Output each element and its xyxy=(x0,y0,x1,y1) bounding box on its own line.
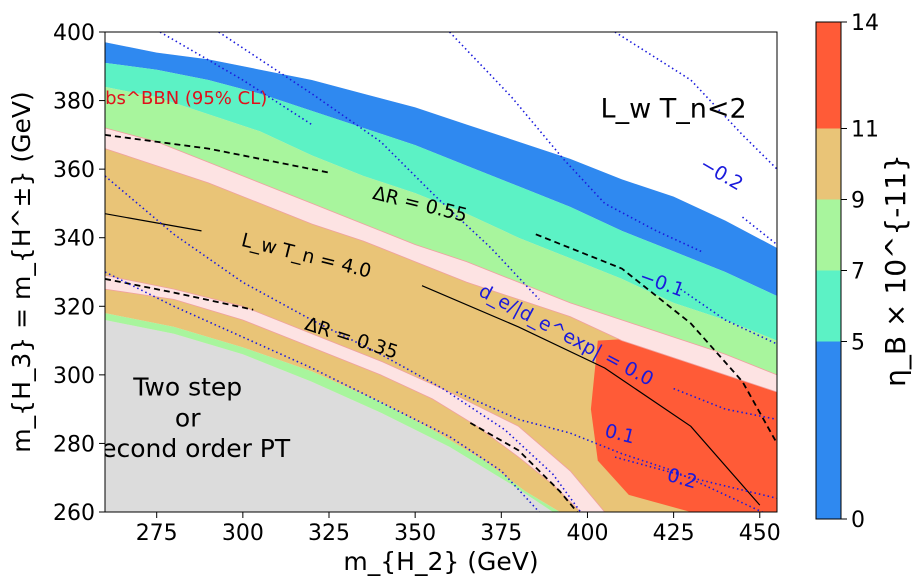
contour-delta-R-0.35 xyxy=(105,278,254,311)
lwtn-region-label: L_w T_n<2 xyxy=(601,94,747,125)
contour-de-line-h xyxy=(680,288,777,345)
contour-de-line-e xyxy=(449,32,702,253)
second-order-label: Second order PT xyxy=(85,434,291,463)
y-tick-label: 260 xyxy=(53,501,95,526)
contour-de-line-a xyxy=(218,32,540,300)
colorbar-tick-label: 0 xyxy=(851,508,865,533)
region-eta-7-9 xyxy=(105,86,777,375)
contour-de-line-c xyxy=(105,175,582,512)
contour-delta-R-0.55-right xyxy=(535,233,777,444)
y-axis-label: m_{H_3} = m_{H^±} (GeV) xyxy=(7,91,36,452)
region-eta-9-11-lower xyxy=(105,289,581,512)
bbn-label: η_obs^BBN (95% CL) xyxy=(74,88,268,109)
colorbar-tick-label: 14 xyxy=(851,11,879,36)
y-tick-label: 280 xyxy=(53,432,95,457)
colorbar-segment xyxy=(816,128,841,200)
y-tick-label: 340 xyxy=(53,227,95,252)
or-label: or xyxy=(175,403,201,432)
colorbar-tick-label: 11 xyxy=(851,118,879,143)
colorbar-segment xyxy=(816,341,841,519)
colorbar-tick-label: 7 xyxy=(851,260,865,285)
x-tick-label: 400 xyxy=(566,521,608,546)
plot-area: η_obs^BBN (95% CL) L_w T_n<2ΔR = 0.55L_w … xyxy=(74,32,777,512)
y-tick-label: 400 xyxy=(53,21,95,46)
y-tick-label: 360 xyxy=(53,158,95,183)
bbn-band-upper xyxy=(105,127,777,393)
x-tick-label: 375 xyxy=(480,521,522,546)
colorbar-label: η_B × 10^{-11} xyxy=(879,154,912,387)
contour-de-line-g xyxy=(742,216,777,246)
contour-LwTn-4.0 xyxy=(105,213,202,232)
contour-delta-R-0.35-right xyxy=(469,422,578,512)
y-tick-label: 300 xyxy=(53,364,95,389)
two-step-label: Two step xyxy=(132,372,242,401)
x-axis-label: m_{H_2} (GeV) xyxy=(343,547,538,576)
contour-de-line-d xyxy=(105,271,540,512)
region-eta-0-5 xyxy=(105,42,777,296)
x-tick-label: 350 xyxy=(394,521,436,546)
region-eta-5-7 xyxy=(105,62,777,341)
region-eta-11-14 xyxy=(590,337,777,512)
x-tick-label: 275 xyxy=(136,521,178,546)
x-tick-label: 425 xyxy=(653,521,695,546)
x-tick-label: 450 xyxy=(739,521,781,546)
colorbar-segment xyxy=(816,270,841,342)
contour-de-line-b xyxy=(159,32,313,126)
colorbar-tick-label: 5 xyxy=(851,331,865,356)
contour-de-line-j xyxy=(673,387,777,421)
colorbar-segment xyxy=(816,199,841,271)
x-tick-label: 325 xyxy=(308,521,350,546)
colorbar-tick-label: 9 xyxy=(851,189,865,214)
y-tick-label: 320 xyxy=(53,295,95,320)
x-tick-label: 300 xyxy=(222,521,264,546)
y-tick-label: 380 xyxy=(53,90,95,115)
contour-de-line-i xyxy=(456,391,765,512)
contour-de-line-f xyxy=(614,32,777,170)
colorbar-segment xyxy=(816,22,841,129)
contour-delta-R-0.55 xyxy=(105,134,330,174)
plot-frame xyxy=(104,31,778,513)
region-upper-white xyxy=(105,32,777,248)
contour-LwTn-4.0-right xyxy=(421,285,761,506)
region-lower-unphysical xyxy=(105,320,553,512)
